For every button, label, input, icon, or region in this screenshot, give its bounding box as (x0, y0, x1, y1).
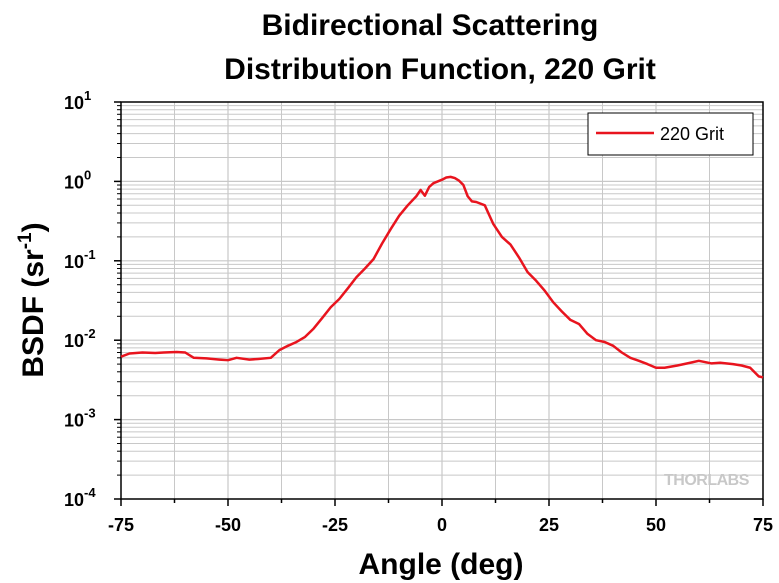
y-axis-title-close: ) (17, 222, 50, 232)
y-tick-base: 10 (64, 93, 84, 113)
x-axis-title: Angle (deg) (359, 548, 524, 581)
y-tick-base: 10 (64, 172, 84, 192)
x-tick-labels: -75 -50 -25 0 25 50 75 (108, 515, 773, 535)
y-tick-label: 100 (64, 167, 91, 192)
y-tick-base: 10 (64, 411, 84, 431)
grid-lines (121, 102, 763, 499)
x-tick-label: 50 (646, 515, 666, 535)
chart-title-line-2: Distribution Function, 220 Grit (224, 53, 656, 86)
y-tick-exponent: -1 (84, 247, 96, 262)
y-axis-title-sup: -1 (15, 232, 36, 249)
x-tick-label: -25 (322, 515, 348, 535)
y-tick-label: 10-1 (64, 247, 96, 272)
x-tick-label: -75 (108, 515, 134, 535)
series-line-220-grit (120, 175, 764, 379)
y-tick-label: 10-4 (64, 485, 96, 510)
y-tick-label: 101 (64, 88, 91, 113)
thorlabs-watermark: THORLABS (664, 472, 750, 489)
y-axis-title: BSDF (sr-1) (15, 222, 50, 377)
y-tick-base: 10 (64, 331, 84, 351)
y-tick-label: 10-2 (64, 326, 96, 351)
chart-title-line-1: Bidirectional Scattering (262, 9, 599, 42)
y-tick-exponent: 0 (84, 167, 91, 182)
y-tick-label: 10-3 (64, 406, 96, 431)
x-tick-label: 75 (753, 515, 773, 535)
y-axis-title-main: BSDF (sr (17, 249, 50, 378)
axis-ticks (114, 101, 764, 506)
y-tick-exponent: -3 (84, 406, 96, 421)
x-tick-label: 0 (437, 515, 447, 535)
legend-label: 220 Grit (660, 124, 724, 144)
legend: 220 Grit (587, 112, 754, 156)
y-tick-exponent: -2 (84, 326, 96, 341)
y-tick-base: 10 (64, 490, 84, 510)
x-tick-label: -50 (215, 515, 241, 535)
y-tick-exponent: -4 (84, 485, 96, 500)
y-tick-exponent: 1 (84, 88, 91, 103)
y-tick-base: 10 (64, 252, 84, 272)
x-tick-label: 25 (539, 515, 559, 535)
